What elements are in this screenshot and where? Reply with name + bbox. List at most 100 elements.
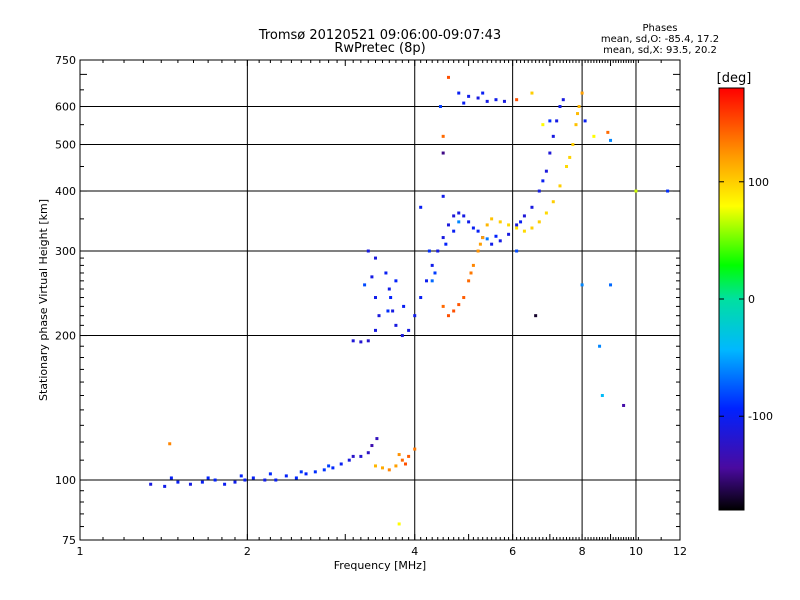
data-point xyxy=(430,279,434,283)
data-point xyxy=(541,179,545,183)
data-point xyxy=(233,480,237,484)
data-point xyxy=(243,478,247,482)
data-point xyxy=(322,468,326,472)
data-points xyxy=(149,75,670,526)
data-point xyxy=(452,214,456,218)
data-point xyxy=(397,453,401,457)
data-point xyxy=(377,314,381,318)
data-point xyxy=(359,454,363,458)
y-tick-label: 500 xyxy=(55,139,76,152)
data-point xyxy=(441,151,445,155)
data-point xyxy=(481,91,485,95)
data-point xyxy=(441,194,445,198)
phases-mean-x: mean, sd,X: 93.5, 20.2 xyxy=(603,45,717,56)
data-point xyxy=(366,339,370,343)
x-tick-label: 8 xyxy=(579,545,586,558)
data-point xyxy=(373,328,377,332)
data-point xyxy=(606,130,610,134)
data-point xyxy=(402,304,406,308)
data-point xyxy=(534,314,538,318)
colorbar-label: [deg] xyxy=(717,71,752,86)
data-point xyxy=(373,464,377,468)
grid-lines xyxy=(80,60,680,540)
data-point xyxy=(574,123,578,127)
data-point xyxy=(441,236,445,240)
data-point xyxy=(571,143,575,147)
data-point xyxy=(394,464,398,468)
data-point xyxy=(200,480,204,484)
x-tick-label: 4 xyxy=(411,545,418,558)
data-point xyxy=(561,98,565,102)
data-point xyxy=(622,403,626,407)
data-point xyxy=(413,447,417,451)
data-point xyxy=(375,437,379,441)
data-point xyxy=(351,339,355,343)
data-point xyxy=(476,96,480,100)
data-point xyxy=(444,242,448,246)
colorbar-tick-label: 0 xyxy=(748,293,755,306)
y-tick-label: 300 xyxy=(55,245,76,258)
data-point xyxy=(386,309,390,313)
data-point xyxy=(331,466,335,470)
phases-mean-o: mean, sd,O: -85.4, 17.2 xyxy=(600,34,720,45)
data-point xyxy=(384,271,388,275)
data-point xyxy=(313,470,317,474)
data-point xyxy=(530,205,534,209)
data-point xyxy=(176,480,180,484)
data-point xyxy=(558,184,562,188)
data-point xyxy=(373,256,377,260)
data-point xyxy=(490,217,494,221)
chart-subtitle: RwPretec (8p) xyxy=(334,41,426,56)
data-point xyxy=(537,220,541,224)
data-point xyxy=(446,314,450,318)
data-point xyxy=(452,309,456,313)
colorbar-tick-label: -100 xyxy=(748,410,773,423)
data-point xyxy=(568,155,572,159)
data-point xyxy=(609,138,613,142)
data-point xyxy=(476,249,480,253)
data-point xyxy=(452,229,456,233)
data-point xyxy=(471,263,475,267)
data-point xyxy=(400,334,404,338)
data-point xyxy=(522,229,526,233)
data-point xyxy=(389,296,393,300)
data-point xyxy=(485,237,489,241)
data-point xyxy=(544,211,548,215)
data-point xyxy=(580,283,584,287)
data-point xyxy=(515,249,519,253)
data-point xyxy=(519,220,523,224)
colorbar-tick-label: 100 xyxy=(748,176,769,189)
data-point xyxy=(407,328,411,332)
data-point xyxy=(373,296,377,300)
data-point xyxy=(363,283,367,287)
data-point xyxy=(457,303,461,307)
data-point xyxy=(438,105,442,109)
x-tick-label: 12 xyxy=(673,545,687,558)
data-point xyxy=(391,309,395,313)
y-tick-label: 600 xyxy=(55,101,76,114)
data-point xyxy=(347,458,351,462)
y-tick-label: 750 xyxy=(55,54,76,67)
data-point xyxy=(515,98,519,102)
x-tick-label: 10 xyxy=(629,545,643,558)
data-point xyxy=(284,474,288,478)
data-point xyxy=(462,101,466,105)
data-point xyxy=(419,296,423,300)
data-point xyxy=(169,476,173,480)
y-tick-label: 400 xyxy=(55,185,76,198)
data-point xyxy=(481,236,485,240)
data-point xyxy=(555,119,559,123)
data-point xyxy=(366,451,370,455)
y-tick-label: 200 xyxy=(55,330,76,343)
x-tick-label: 1 xyxy=(77,545,84,558)
phases-heading: Phases xyxy=(642,23,678,34)
data-point xyxy=(446,223,450,227)
data-point xyxy=(592,134,596,138)
data-point xyxy=(467,279,471,283)
data-point xyxy=(268,472,272,476)
data-point xyxy=(522,214,526,218)
data-point xyxy=(469,271,473,275)
data-point xyxy=(558,105,562,109)
data-point xyxy=(446,75,450,79)
